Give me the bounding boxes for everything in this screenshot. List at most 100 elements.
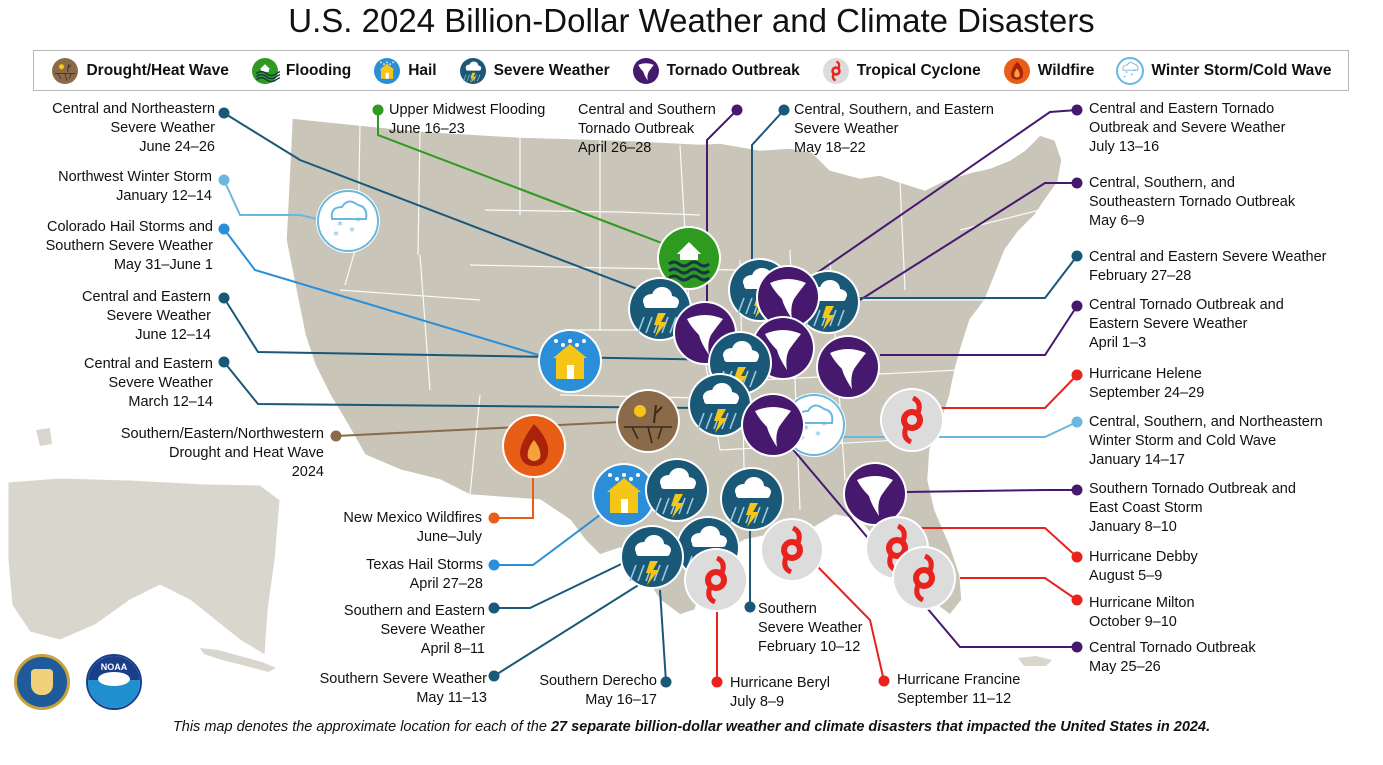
connector-line	[659, 589, 667, 683]
event-label-line: Outbreak and Severe Weather	[1089, 120, 1286, 136]
noaa-text: NOAA	[100, 662, 128, 672]
event-label-line: May 16–17	[585, 692, 657, 708]
event-label-line: Southeastern Tornado Outbreak	[1089, 194, 1296, 210]
event-label-cs-tornado-april: Central and Southern Tornado Outbreak Apri…	[578, 101, 716, 158]
francine-icon	[760, 518, 824, 582]
event-label-line: Hurricane Debby	[1089, 549, 1198, 565]
legend-label: Drought/Heat Wave	[86, 61, 229, 79]
hail-icon	[372, 55, 403, 86]
connector-dot	[778, 104, 790, 116]
svg-text:*: *	[799, 433, 805, 446]
connector-dot	[330, 430, 342, 442]
connector-line	[223, 228, 556, 361]
event-label-line: October 9–10	[1089, 614, 1177, 630]
legend-item-hail: Hail	[372, 55, 437, 86]
event-label-line: East Coast Storm	[1089, 500, 1203, 516]
event-label-line: January 8–10	[1089, 519, 1177, 535]
nm-wildfire-icon	[502, 414, 566, 478]
event-label-helene: Hurricane Helene September 24–29	[1089, 365, 1204, 403]
legend-label: Severe Weather	[493, 61, 610, 79]
tornado-icon	[630, 55, 661, 86]
connector-line	[784, 109, 1078, 296]
event-label-line: Central, Southern, and	[1089, 175, 1235, 191]
event-label-s-severe-may: Southern Severe Weather May 11–13	[320, 670, 487, 708]
event-label-line: Southern	[758, 601, 817, 617]
connector-line	[223, 112, 641, 291]
svg-text:*: *	[803, 423, 809, 436]
se-severe-april-icon	[645, 458, 709, 522]
event-label-ne-severe: Central and Northeastern Severe Weather Ju…	[52, 100, 215, 157]
island-land	[36, 428, 52, 446]
connector-dot	[218, 174, 230, 186]
event-label-line: Central and Southern	[578, 102, 716, 118]
connector-dot	[878, 675, 890, 687]
event-label-line: Central Tornado Outbreak	[1089, 640, 1256, 656]
event-label-s-severe-feb: Southern Severe Weather February 10–12	[758, 600, 863, 657]
s-severe-feb-icon	[720, 467, 784, 531]
event-label-debby: Hurricane Debby August 5–9	[1089, 548, 1198, 586]
state-border	[619, 211, 701, 216]
connector-line	[494, 475, 534, 519]
event-label-ce-severe-june: Central and Eastern Severe Weather June 12…	[82, 288, 211, 345]
state-border	[469, 264, 611, 269]
connector-line	[751, 109, 785, 270]
legend-label: Tornado Outbreak	[666, 61, 800, 79]
legend-item-flooding: Flooding	[249, 55, 352, 86]
event-label-line: Southern and Eastern	[343, 603, 485, 619]
tropical-cyclone-icon	[820, 55, 851, 86]
drought-icon	[616, 389, 680, 453]
event-label-line: Hurricane Milton	[1089, 595, 1195, 611]
connector-dot	[1071, 551, 1083, 563]
event-label-line: Central and Eastern Tornado	[1089, 101, 1275, 117]
event-label-line: Southern Derecho	[539, 673, 657, 689]
connector-dot	[731, 104, 743, 116]
beryl-icon	[684, 548, 748, 612]
footnote: This map denotes the approximate locatio…	[0, 719, 1383, 735]
connector-line	[335, 421, 621, 437]
event-label-line: Central, Southern, and Eastern	[794, 102, 994, 118]
connector-dot	[218, 292, 230, 304]
connector-dot	[1071, 250, 1083, 262]
event-label-line: New Mexico Wildfires	[343, 510, 482, 526]
legend-label: Flooding	[285, 61, 352, 79]
event-label-line: 2024	[291, 464, 324, 480]
event-label-line: Eastern Severe Weather	[1089, 316, 1248, 332]
event-label-line: September 11–12	[897, 691, 1012, 707]
event-label-line: June 16–23	[389, 121, 465, 137]
flooding-icon-shape	[249, 55, 280, 86]
map-title: U.S. 2024 Billion-Dollar Weather and Cli…	[288, 2, 1095, 39]
connector-line	[830, 255, 1078, 299]
connector-dot	[218, 223, 230, 235]
event-label-line: Severe Weather	[380, 622, 485, 638]
svg-text:*: *	[815, 429, 821, 442]
connector-dot	[1071, 177, 1083, 189]
event-label-line: Hurricane Francine	[897, 672, 1021, 688]
event-label-line: Colorado Hail Storms and	[46, 219, 213, 235]
state-border	[959, 209, 1041, 231]
hail-icon-shape	[372, 55, 403, 86]
event-label-line: Southern/Eastern/Northwestern	[120, 426, 324, 442]
event-label-line: September 24–29	[1089, 385, 1205, 401]
connector-line	[377, 110, 681, 251]
svg-text:*: *	[355, 215, 361, 228]
event-label-line: Severe Weather	[758, 620, 863, 636]
s-severe-may-icon	[620, 525, 684, 589]
footnote-text: This map denotes the approximate locatio…	[172, 719, 551, 735]
event-label-line: Central, Southern, and Northeastern	[1089, 414, 1323, 430]
connector-line	[940, 374, 1078, 409]
connector-dot	[1071, 416, 1083, 428]
legend-label: Tropical Cyclone	[856, 61, 981, 79]
event-label-ce-tornado-july: Central and Eastern Tornado Outbreak and …	[1089, 100, 1285, 157]
event-label-line: Tornado Outbreak	[578, 121, 695, 137]
event-label-line: Drought and Heat Wave	[168, 445, 324, 461]
event-label-line: Upper Midwest Flooding	[389, 102, 546, 118]
svg-text:*: *	[349, 225, 355, 238]
ce-tornado-july-icon	[756, 265, 820, 329]
event-label-line: February 10–12	[758, 639, 861, 655]
footnote-bold: 27 separate billion-dollar weather and c…	[550, 719, 1211, 735]
s-tornado-jan-icon	[843, 462, 907, 526]
connector-dot	[1071, 300, 1083, 312]
legend-item-tropical: Tropical Cyclone	[820, 55, 981, 86]
state-border	[339, 289, 481, 301]
event-label-line: Hurricane Helene	[1089, 366, 1202, 382]
